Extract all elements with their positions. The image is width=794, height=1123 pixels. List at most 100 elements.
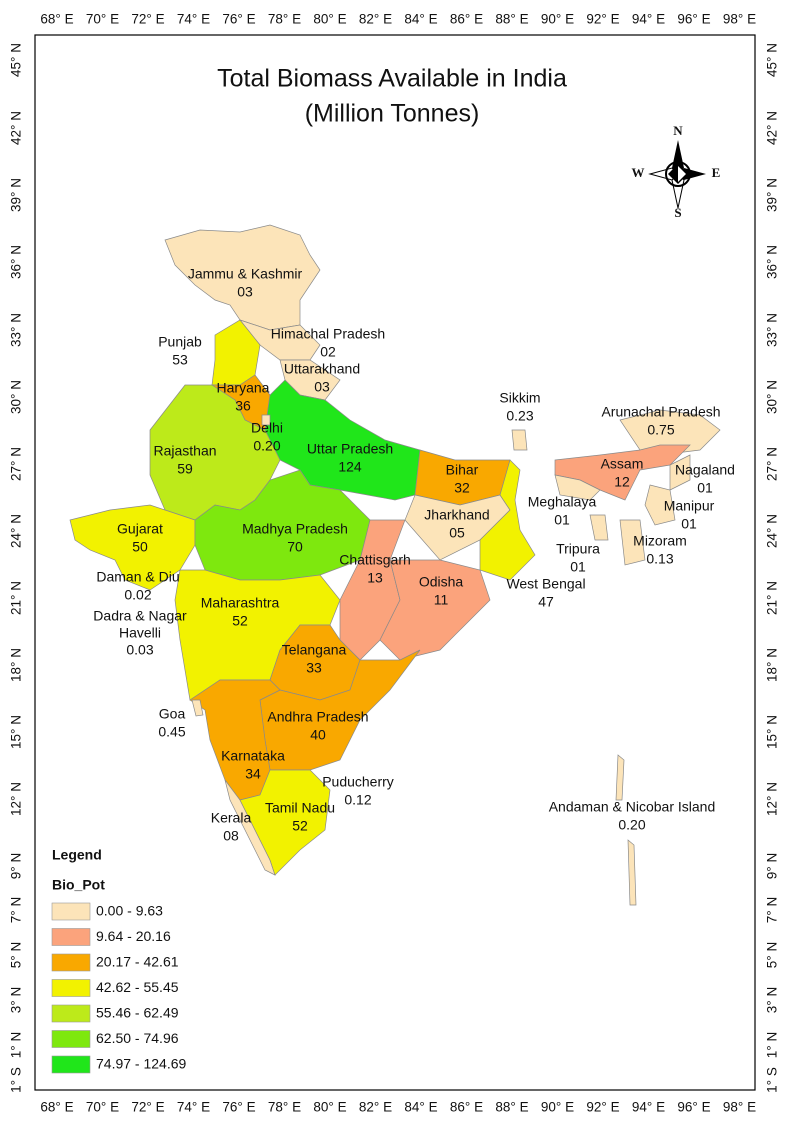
region-name: Uttar Pradesh [307,441,393,457]
state-shape [619,519,646,566]
latitude-label: 21° N [9,581,24,615]
region-value: 70 [287,539,303,555]
region-value: 13 [367,570,383,586]
region-name: Odisha [419,574,464,590]
state-shape [238,319,321,361]
longitude-label: 92° E [586,12,619,27]
region-name: Manipur [664,498,715,514]
compass-s: S [674,205,681,220]
states [69,224,721,906]
region-value: 12 [614,474,630,490]
region-value: 47 [538,594,554,610]
region-name: Kerala [211,810,252,826]
region-value: 11 [434,592,449,608]
region-name: Daman & Diu [96,569,179,585]
region-name: Havelli [119,625,161,641]
longitude-label: 98° E [723,1100,756,1115]
longitude-label: 70° E [86,1100,119,1115]
longitude-label: 74° E [177,12,210,27]
latitude-label: 1° N [765,1032,780,1058]
region-value: 36 [235,398,251,414]
latitude-label: 27° N [9,447,24,481]
longitude-label: 76° E [222,12,255,27]
region-name: Gujarat [117,521,163,537]
region-value: 59 [177,461,193,477]
compass-e: E [712,165,721,180]
region-value: 01 [681,516,697,532]
region-name: Nagaland [675,462,735,478]
latitude-label: 21° N [765,581,780,615]
state-shape [164,224,321,331]
region-value: 40 [310,727,326,743]
state-shape [669,454,691,491]
longitude-label: 78° E [268,12,301,27]
map-subtitle: (Million Tonnes) [305,100,480,128]
region-name: Maharashtra [201,595,280,611]
region-name: Assam [601,456,644,472]
region-value: 52 [292,818,308,834]
region-value: 01 [554,512,570,528]
latitude-label: 15° N [9,715,24,749]
region-value: 32 [454,480,470,496]
legend-label: 42.62 - 55.45 [96,979,179,995]
region-value: 0.02 [124,587,151,603]
region-value: 0.20 [618,817,645,833]
latitude-label: 42° N [765,111,780,145]
longitude-label: 80° E [313,1100,346,1115]
latitude-label: 3° N [765,987,780,1013]
longitude-label: 96° E [677,12,710,27]
state-shape [511,429,528,451]
region-name: Jammu & Kashmir [188,266,303,282]
longitude-label: 98° E [723,12,756,27]
latitude-label: 9° N [765,853,780,879]
longitude-label: 82° E [359,1100,392,1115]
longitude-label: 90° E [541,1100,574,1115]
legend-label: 62.50 - 74.96 [96,1030,179,1046]
state-shape [554,474,601,501]
latitude-label: 30° N [765,380,780,414]
legend-label: 74.97 - 124.69 [96,1056,187,1072]
region-name: Jharkhand [424,507,489,523]
latitude-label: 1° S [765,1067,780,1093]
latitude-label: 12° N [9,782,24,816]
region-name: Chattisgarh [339,552,411,568]
north-arrow: N S E W [632,123,721,220]
longitude-label: 86° E [450,12,483,27]
latitude-label: 1° S [9,1067,24,1093]
longitude-label: 74° E [177,1100,210,1115]
region-value: 03 [237,284,253,300]
region-value: 03 [314,379,330,395]
longitude-label: 82° E [359,12,392,27]
latitude-label: 7° N [9,897,24,923]
latitude-label: 24° N [9,514,24,548]
state-shape [261,414,271,426]
latitude-label: 5° N [765,942,780,968]
state-shape [589,514,609,541]
legend-label: 20.17 - 42.61 [96,954,179,970]
latitude-label: 7° N [765,897,780,923]
region-value: 0.13 [646,551,673,567]
region-value: 0.03 [126,642,153,658]
legend-swatch [51,928,91,946]
region-name: Meghalaya [528,494,597,510]
longitude-label: 90° E [541,12,574,27]
latitude-label: 18° N [9,648,24,682]
latitude-label: 33° N [9,313,24,347]
longitude-label: 80° E [313,12,346,27]
region-value: 53 [172,352,188,368]
longitude-label: 68° E [40,12,73,27]
region-value: 08 [223,828,239,844]
longitude-label: 86° E [450,1100,483,1115]
latitude-label: 9° N [9,853,24,879]
region-value: 0.20 [253,438,280,454]
region-name: Arunachal Pradesh [601,404,720,420]
legend-field: Bio_Pot [52,877,105,893]
latitude-label: 45° N [9,43,24,77]
state-shape [644,484,676,526]
region-value: 05 [449,525,465,541]
legend-label: 55.46 - 62.49 [96,1005,179,1021]
region-value: 0.45 [158,724,185,740]
legend-label: 0.00 - 9.63 [96,903,163,919]
region-value: 34 [245,766,261,782]
